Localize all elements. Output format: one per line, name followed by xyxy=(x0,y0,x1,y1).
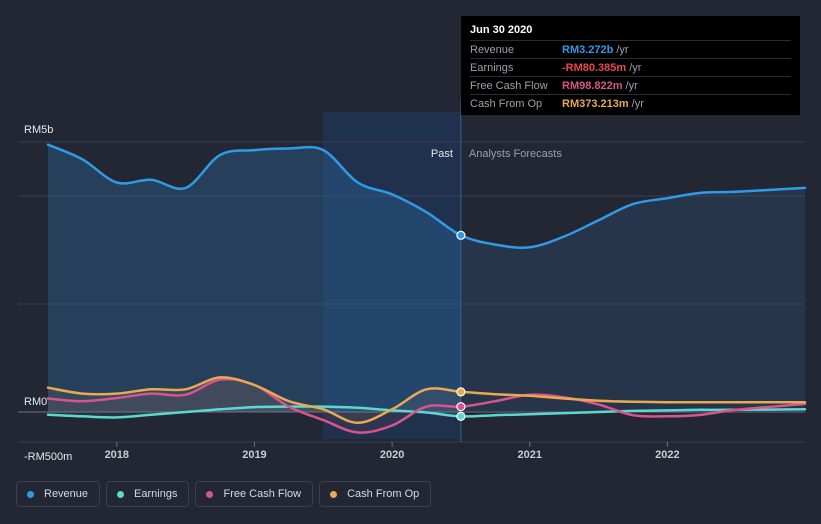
tooltip: Jun 30 2020 Revenue RM3.272b /yr Earning… xyxy=(461,16,800,115)
tooltip-label: Earnings xyxy=(470,61,514,74)
x-tick-label: 2022 xyxy=(655,449,679,461)
tooltip-value: -RM80.385m xyxy=(562,61,627,74)
tooltip-label: Revenue xyxy=(470,43,515,56)
earnings-area xyxy=(48,406,461,418)
legend: Revenue Earnings Free Cash Flow Cash Fro… xyxy=(16,481,432,507)
tooltip-row-earnings: Earnings -RM80.385m /yr xyxy=(470,59,791,77)
cash-from-op-line xyxy=(46,376,807,425)
x-tick-label: 2021 xyxy=(517,449,541,461)
legend-item-earnings[interactable]: Earnings xyxy=(106,481,190,507)
tooltip-value: RM3.272b xyxy=(562,43,614,56)
tooltip-unit: /yr xyxy=(625,79,638,92)
y-axis-label: RM5b xyxy=(24,124,53,136)
legend-item-free-cash-flow[interactable]: Free Cash Flow xyxy=(195,481,314,507)
tooltip-value: RM373.213m xyxy=(562,97,629,110)
revenue-area-past xyxy=(48,144,461,412)
tooltip-date: Jun 30 2020 xyxy=(470,24,791,41)
legend-dot-icon xyxy=(27,490,34,498)
revenue-marker xyxy=(456,230,466,240)
tooltip-value: RM98.822m xyxy=(562,79,623,92)
legend-label: Earnings xyxy=(134,488,178,500)
legend-label: Revenue xyxy=(44,488,89,500)
cash-from-op-area xyxy=(48,377,461,423)
y-axis-label: RM0 xyxy=(24,396,47,408)
tooltip-label: Cash From Op xyxy=(470,97,543,110)
cash-from-op-marker xyxy=(456,387,466,397)
free-cash-flow-line xyxy=(46,377,807,434)
legend-dot-icon xyxy=(330,490,338,498)
tooltip-unit: /yr xyxy=(629,61,642,74)
legend-item-cash-from-op[interactable]: Cash From Op xyxy=(319,481,432,507)
forecast-label: Analysts Forecasts xyxy=(469,148,562,160)
legend-dot-icon xyxy=(117,490,125,498)
revenue-line xyxy=(46,143,807,249)
x-tick-label: 2020 xyxy=(380,449,404,461)
tooltip-label: Free Cash Flow xyxy=(470,79,548,92)
tooltip-row-cash-from-op: Cash From Op RM373.213m /yr xyxy=(470,95,791,112)
past-highlight-region xyxy=(323,112,461,439)
x-tick-label: 2018 xyxy=(105,449,129,461)
tooltip-row-free-cash-flow: Free Cash Flow RM98.822m /yr xyxy=(470,77,791,95)
legend-label: Cash From Op xyxy=(347,488,420,500)
past-label: Past xyxy=(431,148,453,160)
legend-label: Free Cash Flow xyxy=(223,488,302,500)
revenue-area-forecast xyxy=(460,187,805,412)
earnings-line xyxy=(46,405,807,419)
legend-item-revenue[interactable]: Revenue xyxy=(16,481,101,507)
tooltip-unit: /yr xyxy=(616,43,629,56)
tooltip-unit: /yr xyxy=(631,97,644,110)
x-tick-label: 2019 xyxy=(242,449,266,461)
legend-dot-icon xyxy=(206,490,214,498)
y-axis-label: -RM500m xyxy=(24,451,72,463)
earnings-marker xyxy=(456,411,466,421)
free-cash-flow-marker xyxy=(456,402,466,412)
tooltip-row-revenue: Revenue RM3.272b /yr xyxy=(470,41,791,59)
